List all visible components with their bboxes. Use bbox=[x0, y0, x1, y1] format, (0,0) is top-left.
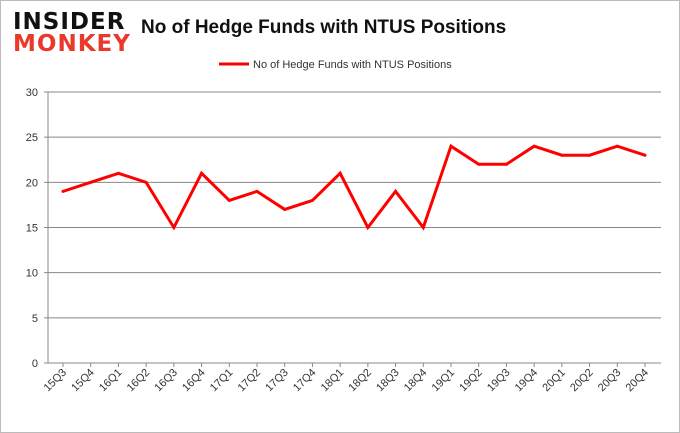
data-point bbox=[560, 153, 564, 157]
x-tick-label: 20Q2 bbox=[568, 367, 596, 395]
data-point bbox=[366, 226, 370, 229]
data-point bbox=[338, 171, 342, 175]
x-tick-label: 17Q1 bbox=[208, 367, 236, 395]
data-point bbox=[421, 226, 425, 229]
x-tick-label: 18Q2 bbox=[346, 367, 374, 395]
data-point bbox=[643, 153, 647, 157]
data-point bbox=[255, 189, 259, 193]
x-tick-label: 17Q4 bbox=[291, 367, 319, 395]
data-point bbox=[588, 153, 592, 157]
x-tick-label: 19Q3 bbox=[485, 367, 513, 395]
x-tick-label: 18Q4 bbox=[402, 367, 430, 395]
y-tick-label: 15 bbox=[26, 223, 38, 235]
x-tick-label: 16Q2 bbox=[125, 367, 153, 395]
x-tick-label: 17Q3 bbox=[263, 367, 291, 395]
y-tick-label: 20 bbox=[26, 177, 38, 189]
data-point bbox=[449, 144, 453, 148]
y-tick-label: 10 bbox=[26, 268, 38, 280]
x-tick-label: 19Q4 bbox=[513, 367, 541, 395]
data-point bbox=[116, 171, 120, 175]
x-tick-label: 20Q3 bbox=[596, 367, 624, 395]
logo-line1: INSIDER bbox=[13, 9, 126, 35]
data-point bbox=[283, 207, 287, 211]
x-tick-label: 16Q4 bbox=[180, 367, 208, 395]
data-point bbox=[504, 162, 508, 166]
data-point bbox=[144, 180, 148, 184]
x-tick-label: 19Q1 bbox=[430, 367, 458, 395]
data-point bbox=[310, 198, 314, 202]
x-tick-label: 18Q3 bbox=[374, 367, 402, 395]
x-tick-label: 15Q4 bbox=[69, 367, 97, 395]
data-point bbox=[227, 198, 231, 202]
y-tick-label: 30 bbox=[26, 87, 38, 99]
data-point bbox=[89, 180, 93, 184]
x-tick-label: 15Q3 bbox=[42, 367, 70, 395]
insider-monkey-logo: INSIDER MONKEY bbox=[13, 9, 131, 57]
data-point bbox=[615, 144, 619, 148]
chart-title: No of Hedge Funds with NTUS Positions bbox=[141, 17, 507, 38]
series-line bbox=[62, 143, 646, 231]
x-tick-label: 18Q1 bbox=[319, 367, 347, 395]
x-tick-label: 17Q2 bbox=[236, 367, 264, 395]
data-point bbox=[477, 162, 481, 166]
y-tick-label: 0 bbox=[32, 358, 38, 370]
x-tick-label: 16Q1 bbox=[97, 367, 125, 395]
logo-line2: MONKEY bbox=[13, 31, 131, 57]
x-tick-label: 20Q4 bbox=[624, 367, 652, 395]
data-point bbox=[61, 189, 65, 193]
x-tick-label: 16Q3 bbox=[152, 367, 180, 395]
x-tick-label: 20Q1 bbox=[540, 367, 568, 395]
x-tick-label: 19Q2 bbox=[457, 367, 485, 395]
y-tick-label: 5 bbox=[32, 313, 38, 325]
data-point bbox=[200, 171, 204, 175]
legend-label: No of Hedge Funds with NTUS Positions bbox=[253, 59, 452, 71]
data-point bbox=[172, 226, 176, 229]
y-tick-label: 25 bbox=[26, 132, 38, 144]
data-point bbox=[532, 144, 536, 148]
data-point bbox=[394, 189, 398, 193]
